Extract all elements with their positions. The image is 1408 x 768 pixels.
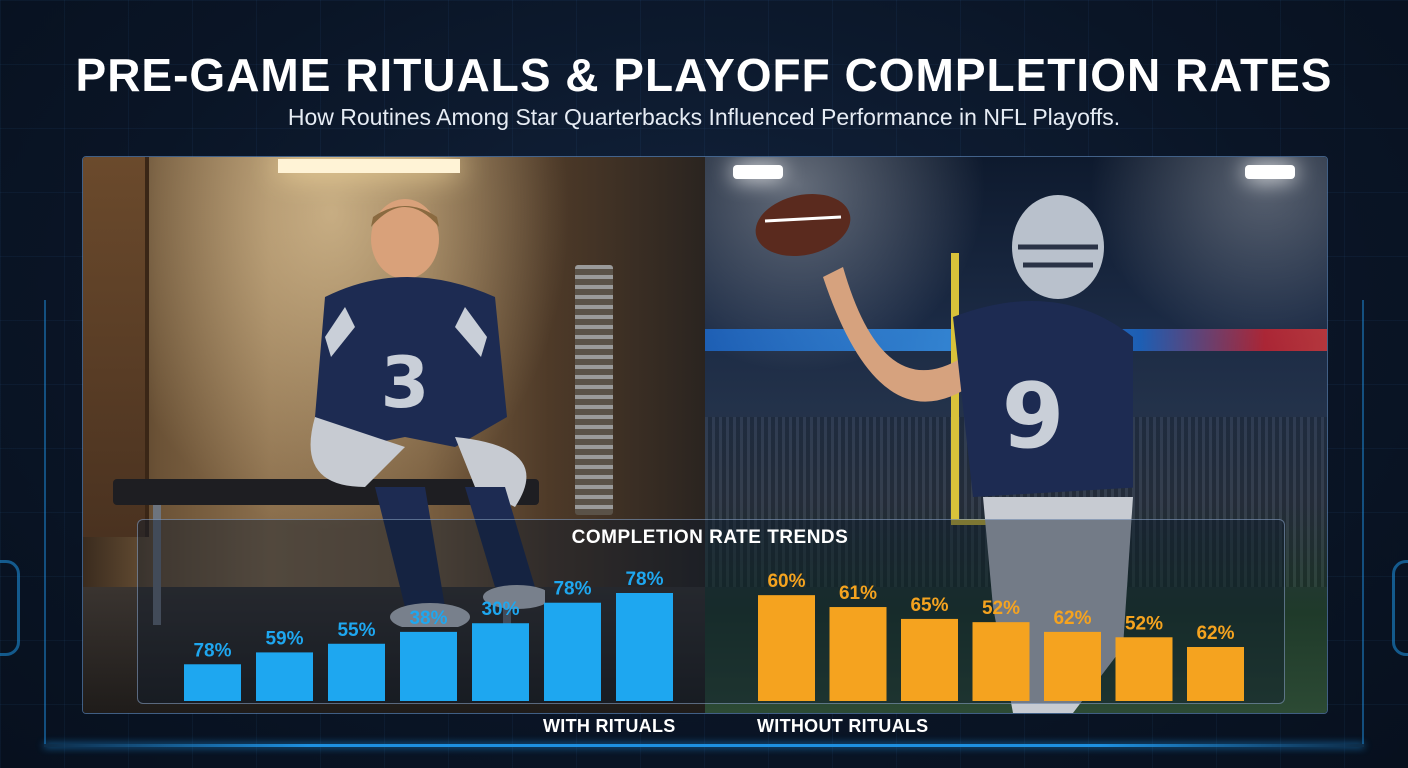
bar-with-rituals-3 [328,643,385,701]
locker-shelf [83,157,149,537]
bar-without-rituals-2 [829,607,887,701]
bar-with-rituals-2 [256,652,313,701]
data-label-without-rituals-7: 62% [1196,623,1234,644]
frame-right-edge [1362,300,1364,744]
legend-without-rituals: WITHOUT RITUALS [757,716,929,736]
bar-with-rituals-4 [400,631,457,701]
bar-without-rituals-7 [1187,647,1244,701]
towel-radiator [575,265,613,515]
data-label-without-rituals-6: 52% [1125,613,1163,634]
player-tying-cleats-illustration: 3 [310,199,545,627]
bar-with-rituals-5 [472,623,529,701]
bar-with-rituals-6 [544,602,601,701]
photo-panel: 3 9 [82,156,1328,714]
data-label-with-rituals-3: 55% [337,620,375,641]
data-label-with-rituals-6: 78% [553,579,591,600]
bar-with-rituals-7 [616,593,673,701]
data-label-with-rituals-4: 38% [409,608,447,629]
legend-with-rituals: WITH RITUALS [543,716,676,736]
data-label-with-rituals-5: 30% [481,599,519,620]
page-title: PRE-GAME RITUALS & PLAYOFF COMPLETION RA… [75,49,1333,101]
data-label-without-rituals-4: 52% [982,598,1020,619]
data-label-without-rituals-1: 60% [767,571,805,592]
bench-leg [153,505,161,625]
frame-right-tab [1392,560,1408,656]
bar-without-rituals-1 [758,595,815,701]
bar-without-rituals-6 [1115,637,1173,701]
chart-title: COMPLETION RATE TRENDS [571,527,849,548]
data-label-with-rituals-7: 78% [625,569,663,590]
locker-room-photo: 3 [83,157,705,713]
page-subtitle: How Routines Among Star Quarterbacks Inf… [287,104,1121,130]
goalpost-crossbar [951,519,1011,525]
bar-without-rituals-3 [901,618,958,701]
ceiling-light [278,159,460,173]
stadium-light [733,165,783,179]
data-label-without-rituals-3: 65% [910,595,948,616]
stadium-light [1245,165,1295,179]
frame-left-edge [44,300,46,744]
data-label-with-rituals-1: 78% [193,640,231,661]
bar-without-rituals-4 [972,622,1030,701]
bar-with-rituals-1 [184,664,241,701]
data-label-without-rituals-2: 61% [839,583,877,604]
svg-text:3: 3 [381,342,430,424]
frame-bottom-glow [44,744,1364,747]
bar-without-rituals-5 [1044,631,1101,701]
svg-text:9: 9 [1002,364,1065,469]
data-label-without-rituals-5: 62% [1053,608,1091,629]
data-label-with-rituals-2: 59% [265,628,303,649]
frame-left-tab [0,560,20,656]
